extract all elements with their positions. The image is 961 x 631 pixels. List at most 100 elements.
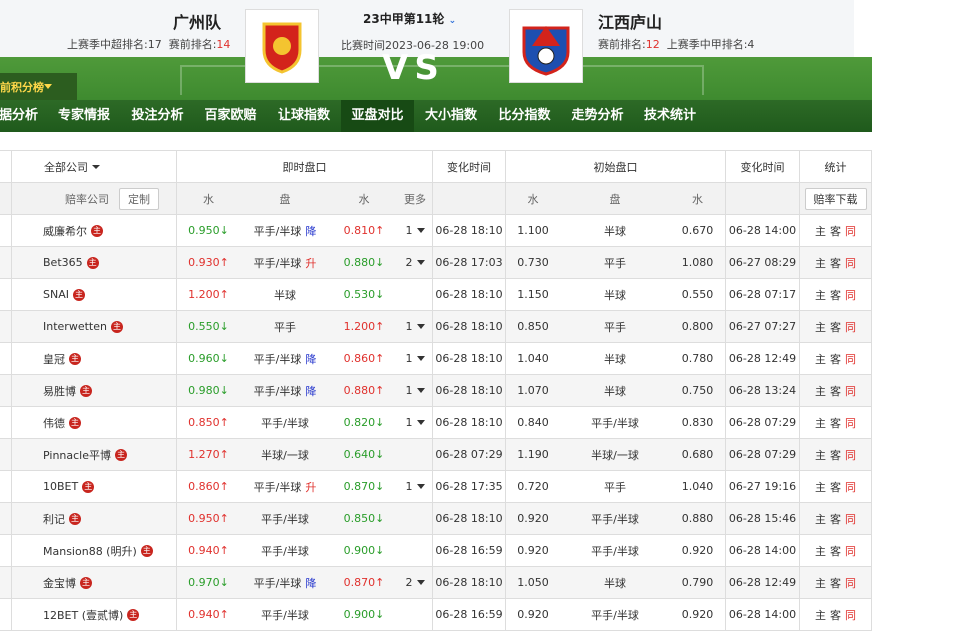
stats-link[interactable]: 同 — [845, 480, 856, 494]
standings-label[interactable]: 前积分榜 — [0, 81, 44, 94]
stats-link[interactable]: 客 — [830, 608, 841, 622]
stats-link[interactable]: 主 — [815, 544, 826, 558]
init-home: 0.850 — [517, 320, 549, 333]
stats-link[interactable]: 同 — [845, 320, 856, 334]
company-name[interactable]: 伟德 — [43, 416, 65, 430]
stats-link[interactable]: 客 — [830, 352, 841, 366]
nav-tab[interactable]: 技术统计 — [643, 108, 696, 123]
stats-link[interactable]: 同 — [845, 256, 856, 270]
stats-link[interactable]: 同 — [845, 224, 856, 238]
stats-link[interactable]: 同 — [845, 288, 856, 302]
init-time: 06-27 08:29 — [728, 256, 797, 269]
company-filter-label[interactable]: 全部公司 — [44, 160, 88, 174]
stats-link[interactable]: 同 — [845, 448, 856, 462]
more-cell[interactable]: 2 — [398, 247, 433, 278]
nav-tab[interactable]: 投注分析 — [131, 108, 184, 123]
custom-button[interactable]: 定制 — [119, 187, 159, 210]
init-time: 06-28 15:46 — [728, 512, 797, 525]
stats-link[interactable]: 同 — [845, 544, 856, 558]
more-cell[interactable]: 1 — [398, 215, 433, 246]
nav-tab[interactable]: 走势分析 — [571, 108, 624, 123]
download-button[interactable]: 赔率下载 — [804, 187, 867, 210]
init-line-cell: 半球 — [560, 279, 670, 310]
more-caret — [416, 324, 425, 329]
stats-link[interactable]: 客 — [830, 448, 841, 462]
home-team[interactable]: 广州队 — [173, 13, 222, 32]
nav-tab[interactable]: 百家欧赔 — [204, 108, 257, 123]
stats-link[interactable]: 客 — [830, 224, 841, 238]
nav-tab[interactable]: 专家情报 — [57, 108, 110, 123]
away-team[interactable]: 江西庐山 — [598, 13, 663, 32]
more-cell[interactable]: 1 — [398, 375, 433, 406]
company-name[interactable]: Mansion88 (明升) — [43, 544, 137, 558]
stats-link[interactable]: 客 — [830, 320, 841, 334]
stats-link[interactable]: 主 — [815, 480, 826, 494]
stats-cell: 主客同 — [800, 215, 872, 246]
company-name[interactable]: 威廉希尔 — [43, 224, 87, 238]
company-name[interactable]: Bet365 — [43, 256, 83, 269]
home-badge: 主 — [110, 320, 123, 333]
home-value: 0.930 — [188, 256, 220, 269]
more-cell[interactable]: 1 — [398, 311, 433, 342]
stats-link[interactable]: 客 — [830, 576, 841, 590]
nav-tab[interactable]: 比分指数 — [498, 108, 551, 123]
stats-link[interactable]: 主 — [815, 320, 826, 334]
home-value: 0.940 — [188, 544, 220, 557]
stats-link[interactable]: 主 — [815, 384, 826, 398]
company-name[interactable]: 利记 — [43, 512, 65, 526]
nav-tab[interactable]: 让球指数 — [277, 108, 330, 123]
stats-link[interactable]: 客 — [830, 480, 841, 494]
stats-link[interactable]: 同 — [845, 352, 856, 366]
line-change: 降 — [305, 352, 317, 366]
init-away: 0.780 — [681, 352, 714, 365]
stats-link[interactable]: 客 — [830, 288, 841, 302]
stats-link[interactable]: 同 — [845, 576, 856, 590]
company-name[interactable]: 10BET — [43, 480, 79, 493]
line-cell: 半球/一球 — [240, 439, 330, 470]
init-time: 06-27 07:27 — [728, 320, 797, 333]
more-cell[interactable]: 2 — [398, 567, 433, 598]
stats-link[interactable]: 同 — [845, 512, 856, 526]
stats-link[interactable]: 客 — [830, 512, 841, 526]
nav-tab[interactable]: 大小指数 — [424, 108, 477, 123]
stats-link[interactable]: 主 — [815, 224, 826, 238]
stats-cell: 主客同 — [800, 599, 872, 630]
stats-link[interactable]: 主 — [815, 512, 826, 526]
init-home-cell: 1.190 — [506, 439, 560, 470]
stats-link[interactable]: 主 — [815, 608, 826, 622]
company-name[interactable]: Interwetten — [43, 320, 107, 333]
stats-link[interactable]: 同 — [845, 416, 856, 430]
stats-link[interactable]: 同 — [845, 608, 856, 622]
change-time: 06-28 18:10 — [435, 416, 503, 429]
company-name[interactable]: Pinnacle平博 — [43, 448, 112, 462]
stats-header: 统计 — [800, 151, 872, 182]
init-time: 06-28 12:49 — [728, 576, 797, 589]
company-name[interactable]: SNAI — [43, 288, 69, 301]
blank-cell — [0, 599, 12, 630]
stats-link[interactable]: 主 — [815, 576, 826, 590]
round[interactable]: 23中甲第11轮 ⌄ — [363, 10, 456, 27]
more-cell[interactable]: 1 — [398, 471, 433, 502]
stats-link[interactable]: 客 — [830, 416, 841, 430]
company-name[interactable]: 金宝博 — [43, 576, 76, 590]
stats-link[interactable]: 主 — [815, 352, 826, 366]
live-header: 即时盘口 — [177, 151, 433, 182]
stats-link[interactable]: 主 — [815, 288, 826, 302]
more-cell[interactable]: 1 — [398, 407, 433, 438]
company-name[interactable]: 12BET (壹贰博) — [43, 608, 124, 622]
line-value: 平手/半球 — [261, 512, 309, 526]
stats-link[interactable]: 主 — [815, 256, 826, 270]
home-value: 0.950 — [188, 512, 220, 525]
nav-tab[interactable]: 据分析 — [0, 108, 38, 123]
stats-link[interactable]: 主 — [815, 448, 826, 462]
stats-link[interactable]: 客 — [830, 544, 841, 558]
nav-tab[interactable]: 亚盘对比 — [341, 100, 414, 132]
stats-link[interactable]: 客 — [830, 256, 841, 270]
init-time: 06-27 19:16 — [728, 480, 797, 493]
more-cell[interactable]: 1 — [398, 343, 433, 374]
stats-link[interactable]: 主 — [815, 416, 826, 430]
company-name[interactable]: 皇冠 — [43, 352, 65, 366]
stats-link[interactable]: 同 — [845, 384, 856, 398]
stats-link[interactable]: 客 — [830, 384, 841, 398]
company-name[interactable]: 易胜博 — [43, 384, 76, 398]
